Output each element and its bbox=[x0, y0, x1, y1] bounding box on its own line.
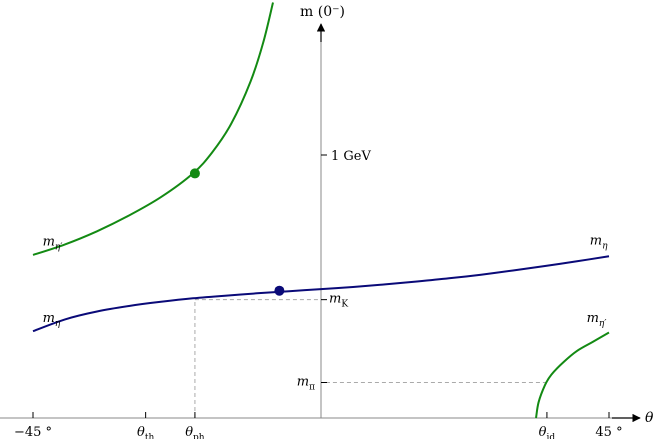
x-tick-label-3: θid bbox=[539, 425, 556, 439]
point-markers bbox=[189, 168, 285, 296]
x-axis-title: θ bbox=[645, 410, 654, 426]
curve-label-2: mη bbox=[590, 233, 608, 251]
axes bbox=[0, 23, 641, 423]
x-tick-label-1: θth bbox=[137, 425, 154, 439]
series-line-0 bbox=[32, 255, 610, 333]
y-tick-label-0: 1 GeV bbox=[331, 149, 371, 164]
curve-label-3: mη′ bbox=[587, 311, 607, 329]
text-labels: θ m (0⁻) −45 ° θth θph θid 45 ° 1 GeV mK mπ mη′ m… bbox=[14, 4, 654, 439]
series-line-1 bbox=[32, 2, 274, 256]
marker-point-1 bbox=[274, 285, 285, 296]
marker-point-0 bbox=[189, 168, 200, 179]
curve-label-1: mη bbox=[43, 311, 61, 329]
y-tick-label-1: mK bbox=[329, 292, 348, 310]
x-tick-label-0: −45 ° bbox=[14, 425, 52, 439]
series-line-2 bbox=[535, 331, 610, 419]
y-tick-label-2: mπ bbox=[297, 374, 315, 392]
y-axis-title: m (0⁻) bbox=[300, 4, 345, 20]
tick-marks bbox=[32, 154, 610, 418]
x-tick-label-4: 45 ° bbox=[595, 425, 622, 439]
curve-label-0: mη′ bbox=[43, 235, 63, 253]
reference-lines bbox=[194, 299, 547, 418]
x-tick-label-2: θph bbox=[185, 425, 205, 439]
